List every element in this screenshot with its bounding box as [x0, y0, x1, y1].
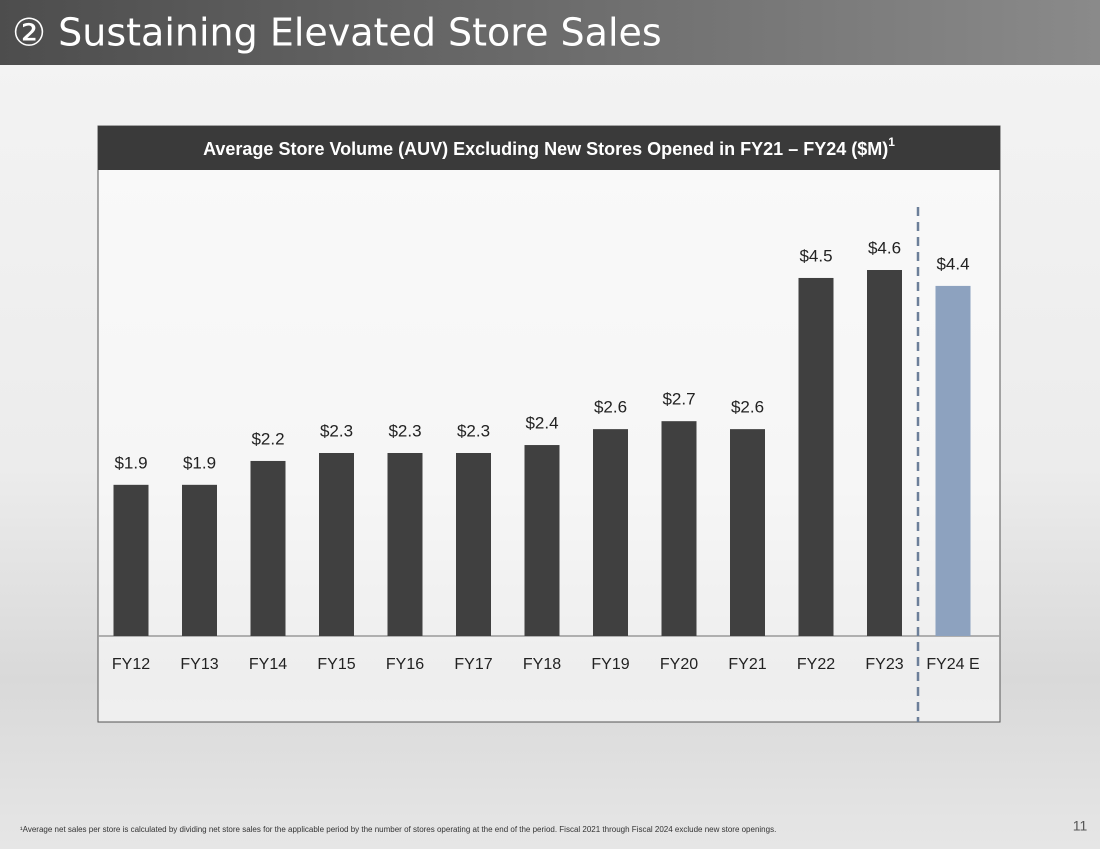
value-label: $2.6 [731, 398, 764, 417]
bar [798, 277, 834, 636]
bar [456, 453, 491, 636]
bar [867, 270, 902, 636]
chart-title-note: 1 [888, 135, 895, 149]
value-label: $2.2 [251, 429, 284, 448]
value-label: $4.5 [799, 246, 832, 265]
chart-title: Average Store Volume (AUV) Excluding New… [203, 135, 895, 159]
bar [113, 484, 149, 636]
bar [730, 429, 765, 636]
value-label: $2.7 [662, 390, 695, 409]
header-title: ② Sustaining Elevated Store Sales [12, 11, 662, 55]
bar [387, 453, 423, 636]
bar [524, 445, 560, 636]
x-tick-label: FY17 [454, 656, 492, 673]
bar [182, 484, 217, 636]
value-label: $2.6 [594, 398, 627, 417]
x-tick-label: FY16 [386, 656, 424, 673]
value-label: $4.4 [936, 254, 969, 273]
x-tick-label: FY22 [797, 656, 835, 673]
x-tick-label: FY19 [591, 656, 629, 673]
value-label: $1.9 [183, 453, 216, 472]
value-label: $2.3 [457, 421, 490, 440]
chart-title-text: Average Store Volume (AUV) Excluding New… [203, 139, 888, 159]
bar [935, 285, 971, 636]
page-number: 11 [1073, 818, 1088, 834]
x-tick-label: FY20 [660, 656, 698, 673]
x-tick-label: FY13 [180, 656, 218, 673]
bar [593, 429, 628, 636]
x-tick-label: FY21 [728, 656, 766, 673]
header-band [0, 0, 1100, 65]
footnote: ¹Average net sales per store is calculat… [20, 825, 776, 834]
value-label: $1.9 [114, 453, 147, 472]
bar [661, 421, 697, 636]
value-label: $2.4 [525, 414, 558, 433]
x-tick-label: FY14 [249, 656, 287, 673]
value-label: $4.6 [868, 238, 901, 257]
value-label: $2.3 [320, 421, 353, 440]
x-tick-label: FY18 [523, 656, 561, 673]
chart-title-bar [98, 126, 1000, 170]
value-label: $2.3 [388, 421, 421, 440]
x-tick-label: FY23 [865, 656, 903, 673]
bar [319, 453, 354, 636]
x-tick-label: FY15 [317, 656, 355, 673]
x-tick-label: FY12 [112, 656, 150, 673]
bar [250, 460, 286, 636]
x-tick-label: FY24 E [926, 656, 979, 673]
